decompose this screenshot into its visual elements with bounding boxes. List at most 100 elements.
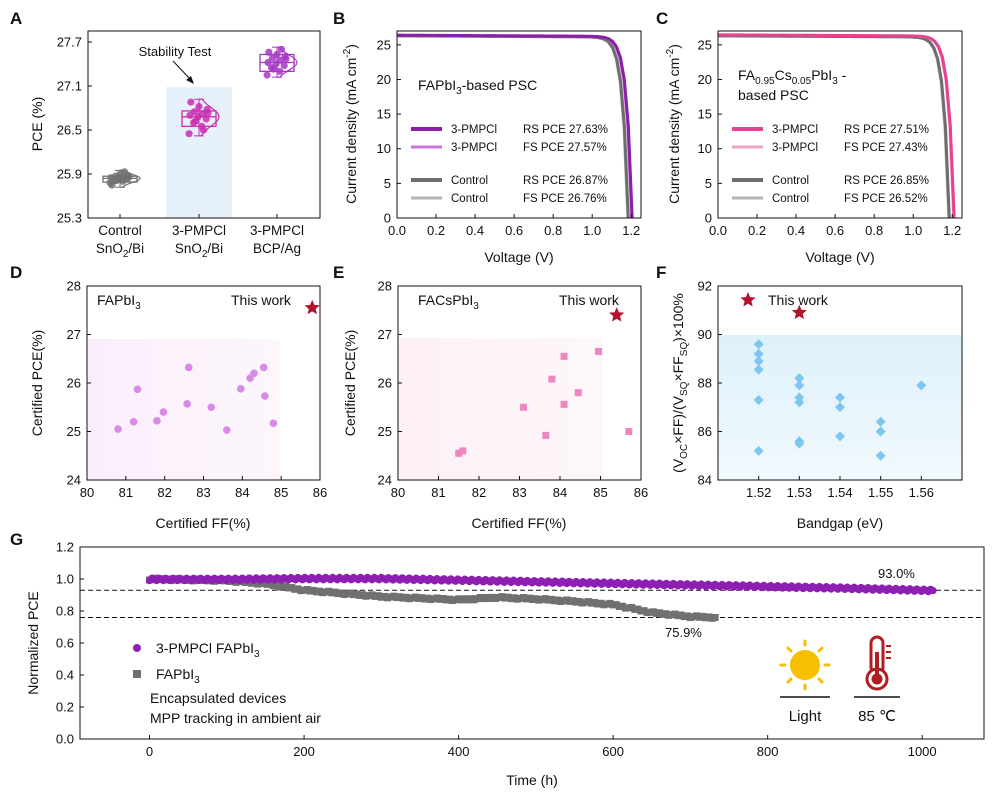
panel-a-data-point bbox=[263, 71, 271, 79]
panel-a-stability-label: Stability Test bbox=[139, 44, 212, 59]
panel-c-curve-3-pmpcl-rs bbox=[717, 33, 956, 219]
panel-b-jv-chart: 0.0 0.2 0.4 0.6 0.8 1.0 1.2 0 5 10 15 20 25 Current … bbox=[342, 30, 642, 265]
panel-a-data-point bbox=[265, 48, 273, 56]
panel-g-xlabel: Time (h) bbox=[506, 772, 558, 788]
panel-b-ylabel: Current density (mA cm-2) bbox=[342, 44, 359, 204]
panel-f-scatter-chart: 1.52 1.53 1.54 1.55 1.56 84 86 88 90 92 (VOC×FF)/… bbox=[670, 279, 963, 531]
panel-c-legend-name: 3-PMPCl bbox=[772, 142, 818, 154]
panel-d-data-point bbox=[133, 385, 142, 394]
panel-c-legend-pce: FS PCE 26.52% bbox=[844, 193, 928, 205]
panel-b-curve-3-pmpcl-rs bbox=[396, 33, 634, 219]
panel-c-xtick-label: 0.0 bbox=[709, 223, 727, 238]
panel-b-frame bbox=[396, 30, 642, 219]
panel-f-data-point bbox=[835, 431, 845, 442]
panel-e-xtick-label: 80 bbox=[391, 485, 405, 500]
panel-e-xtick-label: 85 bbox=[593, 485, 607, 500]
label-subscript: 2 bbox=[202, 249, 208, 260]
panel-a-data-point bbox=[187, 98, 195, 106]
panel-a-data-point bbox=[276, 67, 284, 75]
panel-letter-e: E bbox=[333, 263, 344, 282]
panel-a-data-point bbox=[120, 168, 129, 176]
panel-f-data-point bbox=[794, 397, 805, 408]
panel-g-legend-label-fapbi3: FAPbI3 bbox=[156, 666, 200, 686]
panel-a-ytick-label: 27.1 bbox=[57, 79, 82, 94]
panel-b-ytick-label: 15 bbox=[377, 107, 391, 122]
panel-d-data-point bbox=[207, 403, 216, 412]
panel-letter-b: B bbox=[333, 9, 345, 28]
panel-letter-g: G bbox=[10, 530, 23, 549]
panel-b-ytick-label: 25 bbox=[377, 37, 391, 52]
panel-b-xtick-label: 0.8 bbox=[544, 223, 562, 238]
panel-b-xtick-label: 1.0 bbox=[583, 223, 601, 238]
panel-e-xtick-label: 84 bbox=[553, 485, 567, 500]
panel-d-plot-area bbox=[114, 299, 320, 434]
panel-g-annotation-759: 75.9% bbox=[665, 625, 702, 640]
panel-g-legend-marker-fapbi3 bbox=[133, 670, 141, 678]
panel-f-xlabel: Bandgap (eV) bbox=[797, 515, 883, 531]
thermometer-icon bbox=[865, 635, 891, 691]
panel-b-legend-name: Control bbox=[451, 193, 488, 205]
panel-d-ytick-label: 26 bbox=[67, 376, 81, 391]
panel-e-scatter-chart: 80 81 82 83 84 85 86 24 25 26 27 28 Certified PCE(%… bbox=[342, 279, 648, 532]
panel-b-xtick-label: 0.0 bbox=[388, 223, 406, 238]
panel-e-data-point bbox=[560, 352, 568, 360]
panel-e-data-point bbox=[625, 428, 633, 435]
panel-e-data-point bbox=[455, 449, 463, 457]
panel-d-data-point bbox=[259, 363, 268, 372]
panel-a-data-point bbox=[191, 117, 199, 125]
panel-c-xlabel: Voltage (V) bbox=[805, 249, 874, 265]
panel-g-fapbi3-point bbox=[711, 613, 719, 621]
panel-f-data-point bbox=[753, 364, 764, 375]
panel-g-ytick-label: 0.6 bbox=[56, 636, 74, 651]
panel-c-legend-name: 3-PMPCl bbox=[772, 124, 818, 136]
panel-c-frame bbox=[717, 30, 963, 219]
panel-d-data-point bbox=[261, 392, 269, 400]
panel-e-xtick-label: 86 bbox=[634, 485, 648, 500]
panel-f-ytick-label: 84 bbox=[698, 473, 712, 488]
panel-d-xtick-label: 86 bbox=[313, 485, 327, 500]
panel-g-ytick-label: 1.0 bbox=[56, 572, 74, 587]
panel-b-legend-name: 3-PMPCl bbox=[451, 142, 497, 154]
panel-f-ytick-label: 86 bbox=[698, 424, 712, 439]
panel-b-legend-pce: FS PCE 27.57% bbox=[523, 142, 607, 154]
panel-a-ytick-label: 27.7 bbox=[57, 35, 82, 50]
panel-g-xtick-label: 600 bbox=[602, 744, 624, 759]
panel-b-xtick-label: 0.6 bbox=[505, 223, 523, 238]
panel-a-data-point bbox=[199, 110, 207, 118]
panel-a-category-label: 3-PMPCl bbox=[250, 223, 304, 238]
panel-letter-f: F bbox=[656, 263, 666, 282]
panel-e-this-work-star bbox=[609, 307, 625, 322]
panel-f-data-point bbox=[875, 450, 886, 461]
panel-c-xtick-label: 0.2 bbox=[748, 223, 766, 238]
panel-a-data-point bbox=[204, 109, 212, 117]
panel-a-ytick-label: 25.3 bbox=[57, 211, 82, 226]
panel-f-data-point bbox=[753, 356, 764, 367]
panel-d-xtick-label: 80 bbox=[80, 485, 94, 500]
panel-e-ytick-label: 26 bbox=[378, 376, 392, 391]
panel-letter-a: A bbox=[10, 9, 22, 28]
panel-f-xtick-label: 1.53 bbox=[787, 485, 812, 500]
panel-c-legend: 3-PMPCl RS PCE 27.51% 3-PMPCl FS PCE 27.43%… bbox=[732, 124, 929, 205]
panel-f-data-point bbox=[875, 416, 886, 427]
panel-d-data-point bbox=[159, 408, 168, 416]
panel-a-frame bbox=[87, 30, 321, 219]
panel-a-data-point bbox=[202, 115, 210, 123]
panel-a-data-point bbox=[269, 65, 277, 73]
panel-letter-d: D bbox=[10, 263, 22, 282]
panel-d-this-work-star bbox=[304, 299, 320, 315]
panel-c-xtick-label: 1.0 bbox=[904, 223, 922, 238]
panel-d-data-point bbox=[153, 417, 161, 425]
panel-d-data-point bbox=[183, 400, 191, 408]
panel-b-xtick-label: 0.2 bbox=[427, 223, 445, 238]
panel-d-ytick-label: 24 bbox=[67, 473, 81, 488]
temperature-label: 85 ℃ bbox=[858, 708, 896, 725]
panel-a-data-point bbox=[108, 181, 116, 189]
panel-a-x-categories: ControlSnO2/Bi3-PMPClSnO2/Bi3-PMPClBCP/A… bbox=[96, 214, 304, 260]
panel-f-xtick-label: 1.55 bbox=[868, 485, 893, 500]
panel-g-plot-area bbox=[80, 573, 984, 622]
panel-a-stability-arrow bbox=[172, 60, 192, 81]
panel-b-xtick-label: 0.4 bbox=[466, 223, 484, 238]
panel-g-xtick-label: 0 bbox=[146, 744, 153, 759]
panel-a-data-point bbox=[277, 45, 286, 53]
panel-f-plot-area bbox=[740, 292, 927, 461]
